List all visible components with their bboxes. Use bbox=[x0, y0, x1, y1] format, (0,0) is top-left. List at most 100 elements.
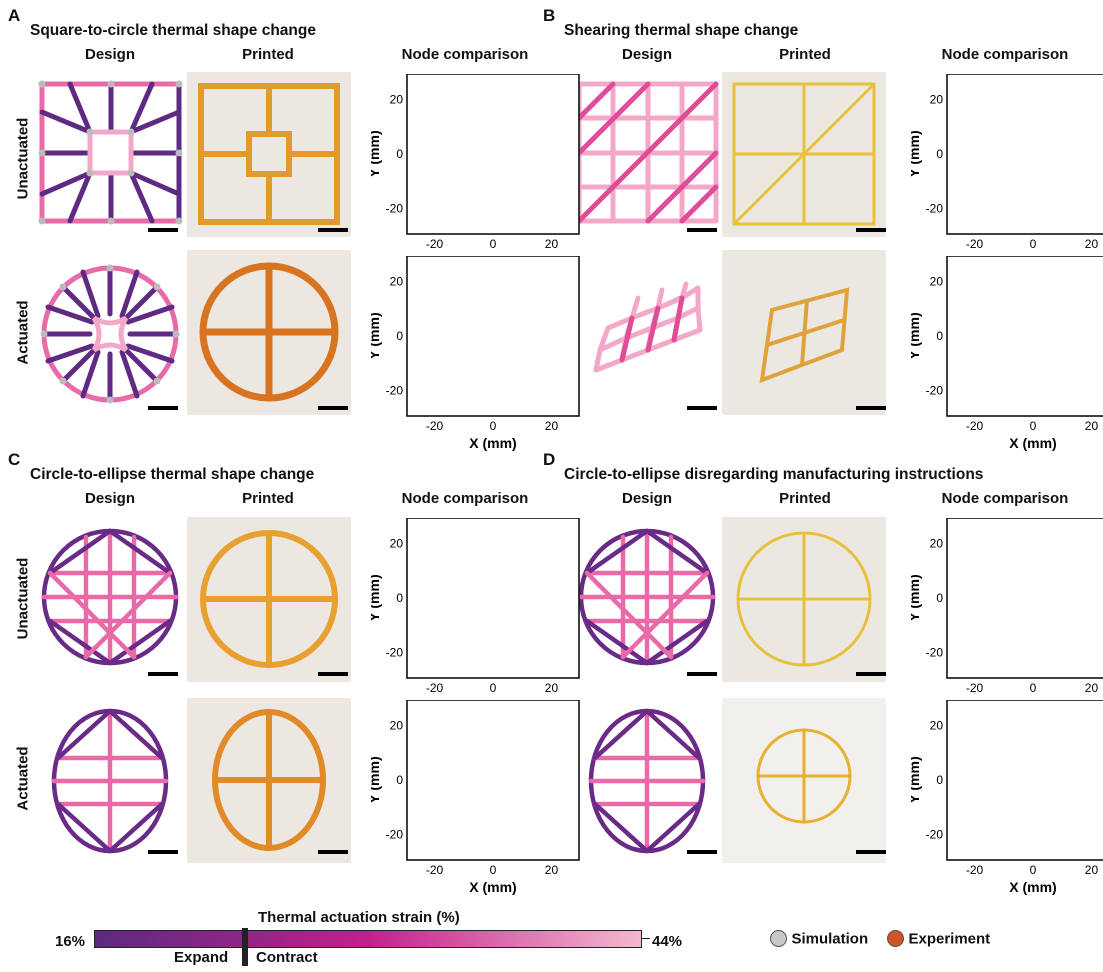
printed-photo-b-actuated bbox=[722, 250, 886, 415]
panel-title-b: Shearing thermal shape change bbox=[564, 22, 799, 39]
col-header-printed: Printed bbox=[779, 490, 831, 507]
col-header-printed: Printed bbox=[779, 46, 831, 63]
row-label-unactuated: Unactuated bbox=[14, 117, 32, 200]
row-label-actuated: Actuated bbox=[14, 300, 32, 365]
y-tick-label: 0 bbox=[936, 591, 943, 605]
y-tick-label: 20 bbox=[930, 537, 944, 551]
x-tick-label: -20 bbox=[426, 863, 444, 877]
plot-frame bbox=[946, 517, 1103, 679]
y-tick-label: -20 bbox=[926, 383, 944, 397]
y-tick-label: 20 bbox=[390, 275, 404, 289]
plot-frame bbox=[406, 255, 580, 417]
y-tick-label: 20 bbox=[930, 275, 944, 289]
scale-bar bbox=[318, 406, 348, 410]
y-tick-label: 0 bbox=[396, 773, 403, 787]
legend-simulation: Simulation bbox=[791, 930, 869, 948]
node-plot-a-actuated: -20 -20 0 0 20 20 X (mm) Y (mm) bbox=[366, 255, 583, 463]
y-tick-label: -20 bbox=[386, 827, 404, 841]
design-lattice-a-actuated bbox=[40, 264, 180, 404]
colorbar-gradient bbox=[94, 930, 642, 948]
printed-photo-d-actuated bbox=[722, 698, 886, 863]
plot-frame bbox=[946, 73, 1103, 235]
x-tick-label: -20 bbox=[966, 681, 984, 695]
y-axis-label: Y (mm) bbox=[371, 130, 382, 177]
x-tick-label: 20 bbox=[545, 681, 559, 695]
panel-title-d: Circle-to-ellipse disregarding manufactu… bbox=[564, 466, 984, 483]
x-tick-label: 0 bbox=[490, 419, 497, 433]
printed-photo-d-unactuated bbox=[722, 517, 886, 682]
plot-frame bbox=[406, 73, 580, 235]
scale-bar bbox=[687, 228, 717, 232]
scale-bar bbox=[856, 850, 886, 854]
row-label-unactuated: Unactuated bbox=[14, 557, 32, 640]
y-axis-label: Y (mm) bbox=[911, 130, 922, 177]
col-header-nodes: Node comparison bbox=[941, 46, 1069, 63]
panel-label-b: B bbox=[543, 6, 556, 25]
y-tick-label: 0 bbox=[396, 591, 403, 605]
y-tick-label: 20 bbox=[390, 719, 404, 733]
legend: Simulation Experiment bbox=[770, 930, 990, 948]
col-header-design: Design bbox=[84, 490, 135, 507]
y-tick-label: -20 bbox=[386, 383, 404, 397]
scale-bar bbox=[687, 406, 717, 410]
scale-bar bbox=[318, 672, 348, 676]
x-tick-label: 20 bbox=[1085, 237, 1099, 251]
x-tick-label: -20 bbox=[426, 681, 444, 695]
col-header-nodes: Node comparison bbox=[941, 490, 1069, 507]
simulation-marker-icon bbox=[770, 930, 787, 948]
x-axis-label: X (mm) bbox=[469, 879, 516, 895]
x-axis-label: X (mm) bbox=[1009, 879, 1056, 895]
y-axis-label: Y (mm) bbox=[911, 312, 922, 359]
scale-bar bbox=[318, 228, 348, 232]
y-tick-label: 0 bbox=[936, 329, 943, 343]
y-axis-label: Y (mm) bbox=[911, 756, 922, 803]
scale-bar bbox=[148, 672, 178, 676]
colorbar-contract-label: Contract bbox=[256, 949, 318, 966]
x-tick-label: 0 bbox=[1030, 681, 1037, 695]
x-tick-label: 20 bbox=[1085, 863, 1099, 877]
x-tick-label: 0 bbox=[490, 237, 497, 251]
design-lattice-d-actuated bbox=[588, 708, 706, 854]
y-axis-label: Y (mm) bbox=[371, 756, 382, 803]
y-tick-label: -20 bbox=[386, 201, 404, 215]
y-axis-label: Y (mm) bbox=[371, 312, 382, 359]
col-header-nodes: Node comparison bbox=[401, 490, 529, 507]
x-tick-label: -20 bbox=[966, 419, 984, 433]
x-tick-label: 0 bbox=[490, 863, 497, 877]
colorbar-divider bbox=[242, 928, 248, 966]
x-tick-label: 20 bbox=[1085, 419, 1099, 433]
panel-label-c: C bbox=[8, 450, 21, 469]
x-tick-label: 20 bbox=[1085, 681, 1099, 695]
y-tick-label: 20 bbox=[930, 93, 944, 107]
panel-label-a: A bbox=[8, 6, 21, 25]
y-tick-label: 20 bbox=[390, 93, 404, 107]
legend-experiment: Experiment bbox=[908, 930, 991, 948]
design-lattice-b-actuated bbox=[593, 281, 703, 373]
y-axis-label: Y (mm) bbox=[911, 574, 922, 621]
scale-bar bbox=[687, 850, 717, 854]
y-axis-label: Y (mm) bbox=[371, 574, 382, 621]
x-tick-label: -20 bbox=[966, 237, 984, 251]
printed-photo-b-unactuated bbox=[722, 72, 886, 237]
scale-bar bbox=[687, 672, 717, 676]
y-tick-label: 0 bbox=[936, 773, 943, 787]
row-label-actuated: Actuated bbox=[14, 746, 32, 811]
printed-photo-c-actuated bbox=[187, 698, 351, 863]
plot-frame bbox=[946, 255, 1103, 417]
y-tick-label: -20 bbox=[926, 827, 944, 841]
node-plot-d-actuated: -20 -20 0 0 20 20 X (mm) Y (mm) bbox=[906, 699, 1103, 907]
x-tick-label: 0 bbox=[1030, 863, 1037, 877]
y-tick-label: 0 bbox=[396, 329, 403, 343]
y-tick-label: 0 bbox=[396, 147, 403, 161]
col-header-printed: Printed bbox=[242, 490, 294, 507]
y-tick-label: 20 bbox=[390, 537, 404, 551]
colorbar-min-label: 16% bbox=[55, 933, 86, 950]
scale-bar bbox=[856, 228, 886, 232]
plot-frame bbox=[406, 699, 580, 861]
design-lattice-b-unactuated bbox=[576, 81, 719, 224]
plot-frame bbox=[946, 699, 1103, 861]
y-tick-label: 0 bbox=[936, 147, 943, 161]
x-tick-label: -20 bbox=[966, 863, 984, 877]
